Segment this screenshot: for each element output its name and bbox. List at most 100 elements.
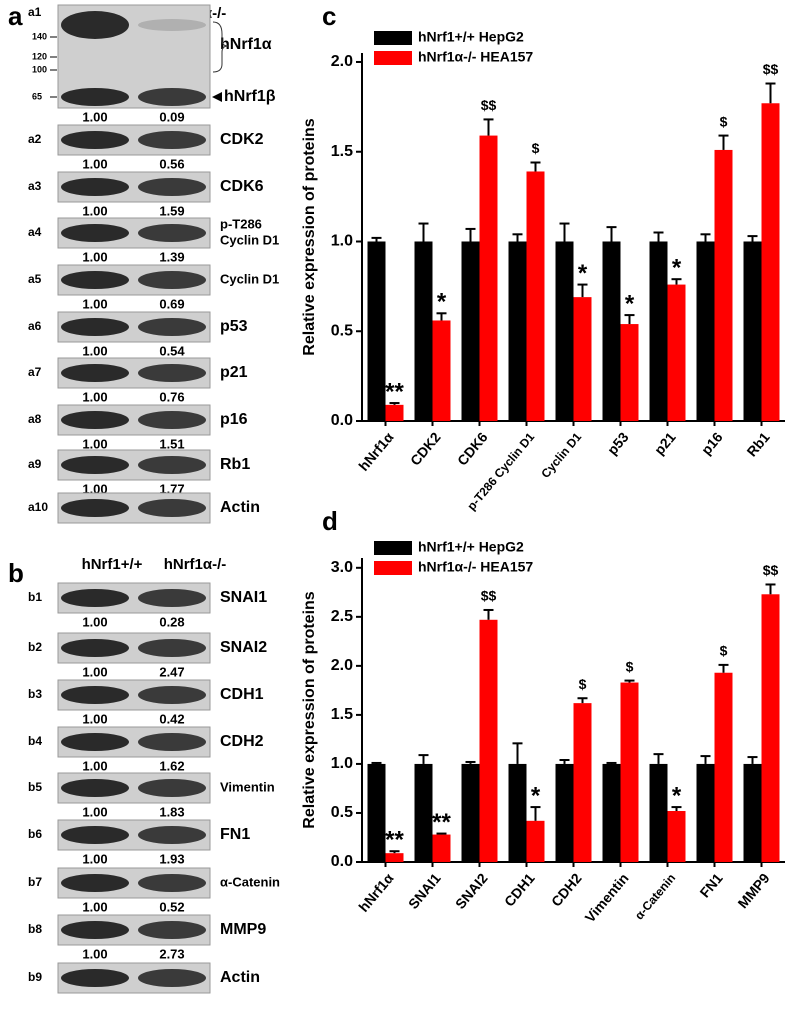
quant-value: 1.59 (159, 203, 184, 218)
y-tick-label: 0.0 (331, 412, 353, 429)
x-tick-label: p16 (698, 429, 726, 458)
legend-swatch (374, 51, 412, 65)
legend-swatch (374, 541, 412, 555)
bar (743, 241, 762, 421)
protein-label: Cyclin D1 (220, 232, 279, 247)
blot-band (61, 969, 129, 987)
blot-band (61, 88, 129, 106)
legend-label: hNrf1α-/- HEA157 (418, 559, 533, 575)
quant-value: 1.00 (82, 664, 107, 679)
error-bar (671, 278, 682, 285)
error-bar (653, 753, 664, 764)
y-tick-label: 1.0 (331, 233, 353, 250)
protein-label: Actin (220, 499, 260, 516)
error-bar (389, 850, 400, 854)
x-tick-label: CDH2 (548, 870, 585, 910)
bar (743, 763, 762, 862)
quant-value: 0.76 (159, 389, 184, 404)
blot-band (61, 589, 129, 607)
significance-mark: $$ (481, 588, 497, 604)
bar (573, 297, 592, 421)
y-tick-label: 3.0 (331, 559, 353, 576)
mw-marker: 100 (32, 64, 47, 74)
significance-mark: $ (579, 676, 587, 692)
error-bar (483, 608, 494, 620)
x-tick-label: hNrf1α (355, 429, 397, 474)
error-bar (559, 759, 570, 764)
error-bar (718, 663, 729, 673)
blot-band (61, 411, 129, 429)
x-tick-label: SNAI1 (405, 870, 444, 912)
legend-label: hNrf1+/+ HepG2 (418, 539, 524, 555)
quant-value: 2.47 (159, 664, 184, 679)
protein-label: FN1 (220, 826, 250, 843)
row-id: a4 (28, 225, 42, 239)
protein-label: Rb1 (220, 456, 250, 473)
y-tick-label: 2.5 (331, 608, 353, 625)
y-tick-label: 1.0 (331, 755, 353, 772)
bar (761, 594, 780, 862)
bar (555, 241, 574, 421)
row-id: b1 (28, 590, 42, 604)
bar (461, 241, 480, 421)
quant-value: 0.56 (159, 156, 184, 171)
y-tick-label: 1.5 (331, 143, 353, 160)
error-bar (389, 402, 400, 405)
significance-mark: ** (432, 809, 451, 836)
blot-band (61, 224, 129, 242)
significance-mark: * (531, 782, 541, 809)
arrowhead (212, 92, 222, 102)
protein-label: MMP9 (220, 921, 266, 938)
quant-value: 0.69 (159, 296, 184, 311)
quant-value: 1.00 (82, 389, 107, 404)
quant-value: 1.00 (82, 249, 107, 264)
error-bar (530, 806, 541, 821)
panel-letter: c (322, 1, 336, 31)
blot-band (138, 499, 206, 517)
error-bar (371, 761, 382, 764)
panel-letter: d (322, 506, 338, 536)
quant-value: 1.83 (159, 804, 184, 819)
y-axis-label: Relative expression of proteins (301, 591, 318, 829)
blot-band (138, 456, 206, 474)
error-bar (718, 134, 729, 150)
error-bar (371, 236, 382, 242)
bar (414, 241, 433, 421)
blot-band (138, 19, 206, 31)
legend-label: hNrf1α-/- HEA157 (418, 49, 533, 65)
blot-band (61, 178, 129, 196)
row-id: a3 (28, 179, 42, 193)
row-id: b5 (28, 780, 42, 794)
protein-label: Actin (220, 969, 260, 986)
bar (385, 404, 404, 421)
significance-mark: $$ (481, 97, 497, 113)
blot-band (138, 131, 206, 149)
blot-band (61, 779, 129, 797)
blot-band (138, 411, 206, 429)
error-bar (653, 231, 664, 242)
protein-label: p16 (220, 411, 248, 428)
quant-value: 1.00 (82, 711, 107, 726)
x-tick-label: p53 (604, 429, 632, 458)
blot-band (138, 826, 206, 844)
significance-mark: ** (385, 378, 404, 405)
quant-value: 1.39 (159, 249, 184, 264)
blot-band (138, 639, 206, 657)
bar (479, 619, 498, 862)
row-id: b4 (28, 734, 42, 748)
blot-band (61, 131, 129, 149)
significance-mark: * (672, 255, 682, 282)
bar (414, 763, 433, 862)
blot-band (61, 499, 129, 517)
bar (367, 763, 386, 862)
row-id: a6 (28, 319, 42, 333)
bar (479, 135, 498, 421)
protein-label: p-T286 (220, 216, 262, 231)
x-tick-label: MMP9 (734, 870, 772, 911)
error-bar (483, 118, 494, 136)
quant-value: 1.00 (82, 109, 107, 124)
error-bar (577, 283, 588, 298)
y-tick-label: 0.5 (331, 804, 353, 821)
error-bar (624, 314, 635, 325)
x-tick-label: FN1 (696, 870, 725, 901)
